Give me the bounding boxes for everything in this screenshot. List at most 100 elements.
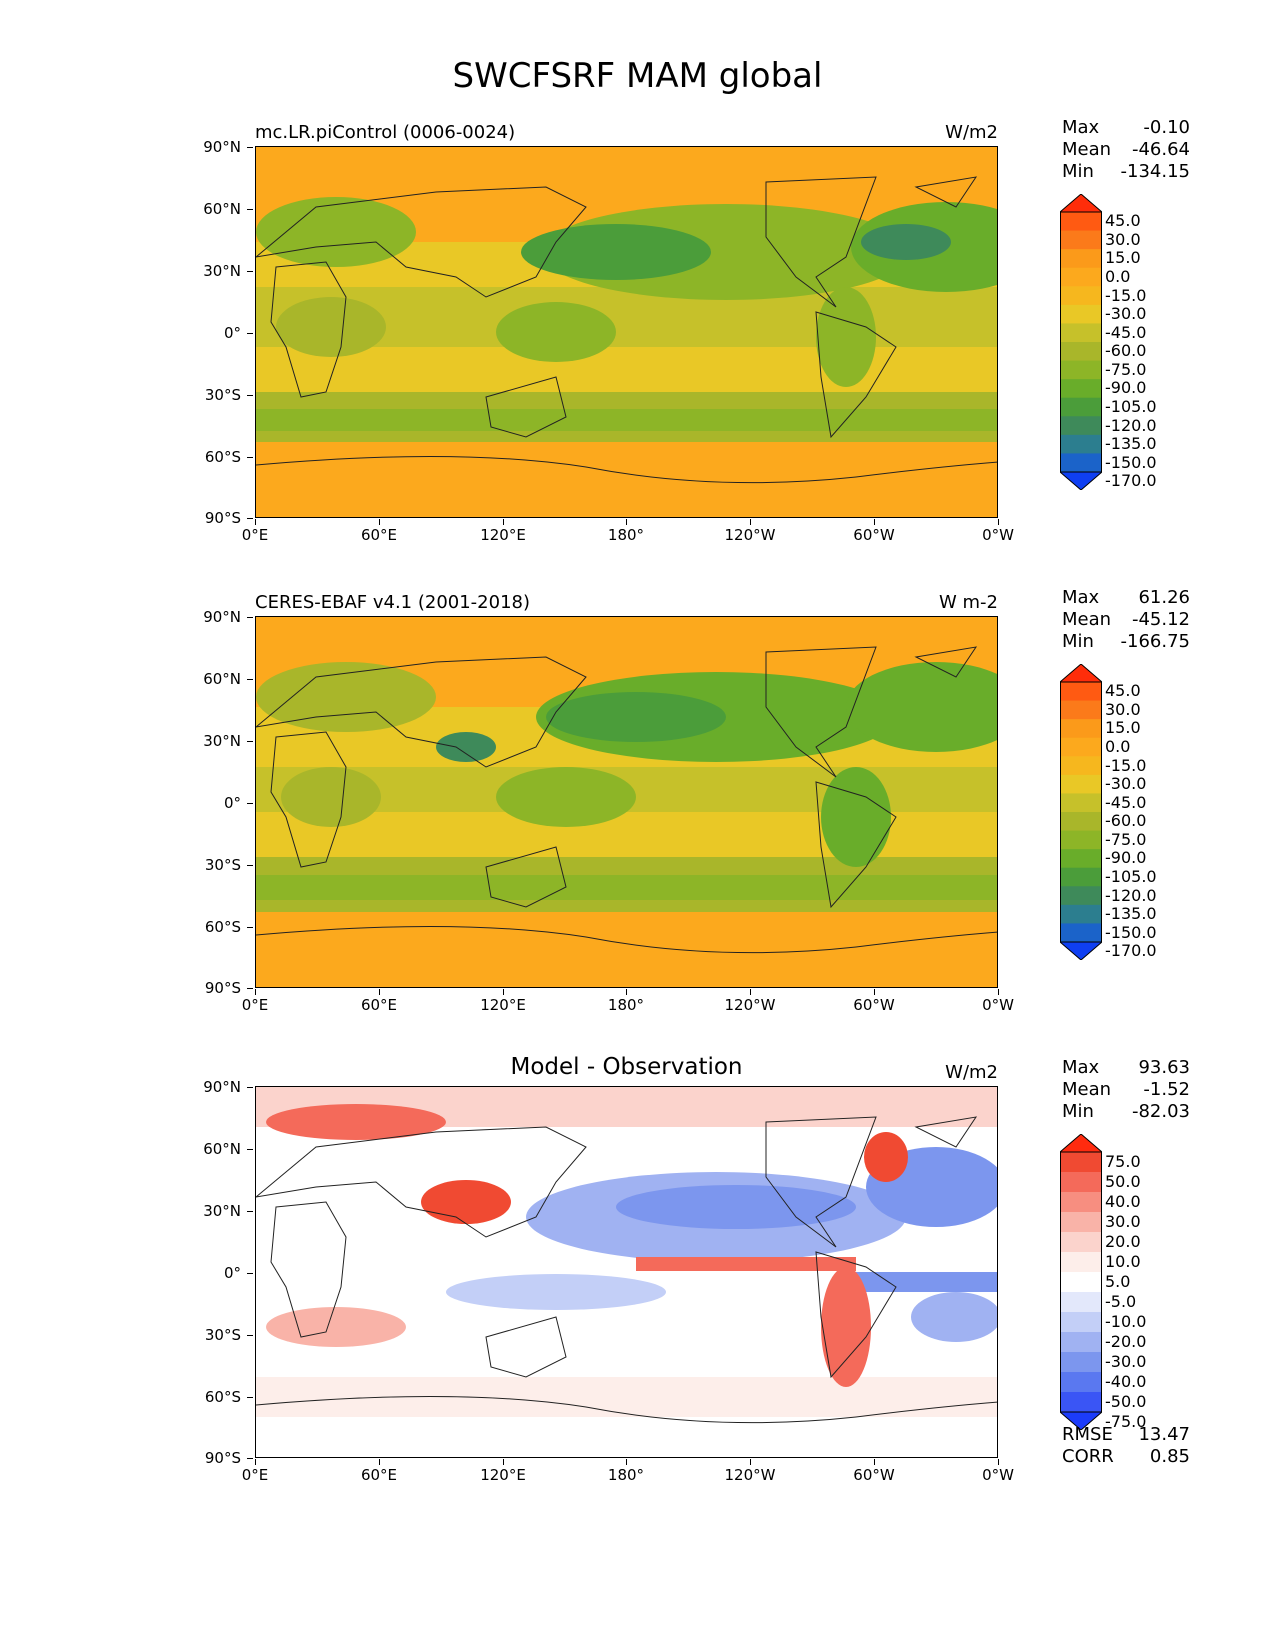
map-plot [255, 146, 998, 518]
colorbar-tick-label: 40.0 [1105, 1192, 1141, 1211]
colorbar-tick-label: -120.0 [1105, 885, 1157, 905]
y-tick: 90°N [175, 138, 253, 156]
y-tick: 60°S [175, 918, 253, 936]
units-label: W/m2 [945, 122, 998, 143]
x-tick: 0°W [963, 519, 1033, 544]
colorbar-tick-label: -20.0 [1105, 1332, 1147, 1351]
y-tick: 90°S [175, 509, 253, 527]
rmse-corr-box: RMSE 13.47 CORR 0.85 [1062, 1424, 1190, 1468]
colorbar-tick-label: -40.0 [1105, 1372, 1147, 1391]
colorbar-segment [1060, 774, 1102, 794]
y-tick: 0° [175, 794, 253, 812]
colorbar-tick-label: -150.0 [1105, 452, 1157, 472]
y-tick: 30°S [175, 386, 253, 404]
x-tick: 60°E [344, 1459, 414, 1484]
colorbar-tick-label: 45.0 [1105, 211, 1141, 231]
asia-positive [421, 1180, 511, 1224]
colorbar-tick-label: -90.0 [1105, 848, 1147, 868]
stat-mean: Mean -1.52 [1062, 1079, 1190, 1100]
stat-max: Max 61.26 [1062, 587, 1190, 608]
stat-rmse: RMSE 13.47 [1062, 1424, 1190, 1445]
panel-observation: CERES-EBAF v4.1 (2001-2018) W m-2 [0, 582, 1275, 1022]
colorbar: 45.0 30.0 15.0 0.0 -15.0 -30.0 -45.0 -60.0 -75.0… [1060, 664, 1180, 960]
colorbar-segment [1060, 1352, 1102, 1373]
colorbar-tick-label: -75.0 [1105, 359, 1147, 379]
colorbar-tick-label: 10.0 [1105, 1252, 1141, 1271]
x-tick: 60°W [839, 519, 909, 544]
colorbar-tick-label: -30.0 [1105, 1352, 1147, 1371]
coastlines [256, 1116, 997, 1424]
colorbar-segment [1060, 267, 1102, 287]
y-tick: 60°S [175, 448, 253, 466]
tibet-core [436, 732, 496, 762]
x-tick: 0°W [963, 1459, 1033, 1484]
colorbar-tick-label: -50.0 [1105, 1392, 1147, 1411]
x-tick: 60°E [344, 989, 414, 1014]
panel-model: mc.LR.piControl (0006-0024) W/m2 [0, 112, 1275, 552]
colorbar-tick-label: 15.0 [1105, 248, 1141, 268]
colorbar-extend-max [1060, 194, 1102, 213]
colorbar-segment [1060, 682, 1102, 702]
indian-ocean-negative [446, 1274, 666, 1310]
africa-cloud [276, 297, 386, 357]
colorbar-tick-label: -105.0 [1105, 867, 1157, 886]
north-atlantic-cloud [846, 662, 997, 752]
colorbar-segment [1060, 212, 1102, 232]
arctic-positive [266, 1104, 446, 1140]
stat-max: Max 93.63 [1062, 1057, 1190, 1078]
colorbar-segment [1060, 1192, 1102, 1213]
colorbar-outline [1060, 211, 1102, 473]
y-tick: 90°N [175, 1078, 253, 1096]
colorbar-tick-label: 30.0 [1105, 229, 1141, 249]
colorbar-segment [1060, 700, 1102, 720]
x-tick: 0°E [220, 1459, 290, 1484]
colorbar-tick-label: 45.0 [1105, 681, 1141, 701]
colorbar-extend-max [1060, 1134, 1102, 1153]
y-tick: 60°N [175, 1140, 253, 1158]
y-tick: 90°S [175, 979, 253, 997]
colorbar-tick-label: -75.0 [1105, 829, 1147, 849]
colorbar-segment [1060, 904, 1102, 924]
figure-title: SWCFSRF MAM global [452, 56, 823, 96]
colorbar-segment [1060, 756, 1102, 776]
stat-mean: Mean -46.64 [1062, 139, 1190, 160]
x-tick: 180° [591, 519, 661, 544]
colorbar-segment [1060, 737, 1102, 757]
north-pacific-core [616, 1185, 856, 1229]
colorbar-tick-label: -170.0 [1105, 471, 1157, 491]
colorbar-segment [1060, 1372, 1102, 1393]
colorbar-svg [1060, 194, 1102, 490]
colorbar-segment [1060, 249, 1102, 269]
colorbar-tick-label: 15.0 [1105, 718, 1141, 738]
southern-storm-track-core [256, 409, 997, 431]
north-pacific-core [521, 224, 711, 280]
units-label: W m-2 [938, 592, 998, 613]
x-tick: 0°E [220, 519, 290, 544]
southern-band [256, 1377, 997, 1417]
y-tick: 30°S [175, 1326, 253, 1344]
coastlines [256, 646, 997, 954]
colorbar-svg [1060, 1134, 1102, 1430]
colorbar-tick-label: -75.0 [1105, 1412, 1147, 1431]
maritime-continent [496, 302, 616, 362]
stats-box: Max 61.26 Mean -45.12 Min -166.75 [1062, 587, 1190, 653]
colorbar-segment [1060, 342, 1102, 362]
units-label: W/m2 [945, 1062, 998, 1083]
colorbar-segment [1060, 397, 1102, 417]
x-tick: 120°E [468, 1459, 538, 1484]
amazon-cloud [821, 767, 891, 867]
colorbar-tick-label: 75.0 [1105, 1152, 1141, 1171]
colorbar: 45.0 30.0 15.0 0.0 -15.0 -30.0 -45.0 -60.0 -75.0… [1060, 194, 1180, 490]
x-tick: 0°E [220, 989, 290, 1014]
y-tick: 60°S [175, 1388, 253, 1406]
colorbar-segment [1060, 867, 1102, 887]
colorbar-tick-label: -105.0 [1105, 397, 1157, 416]
africa-cloud [281, 767, 381, 827]
colorbar-tick-label: -135.0 [1105, 904, 1157, 924]
x-tick: 180° [591, 1459, 661, 1484]
colorbar-tick-label: 50.0 [1105, 1172, 1141, 1191]
north-pacific-core [546, 692, 726, 742]
colorbar-segment [1060, 719, 1102, 739]
y-tick: 0° [175, 324, 253, 342]
colorbar-tick-label: -45.0 [1105, 792, 1147, 812]
